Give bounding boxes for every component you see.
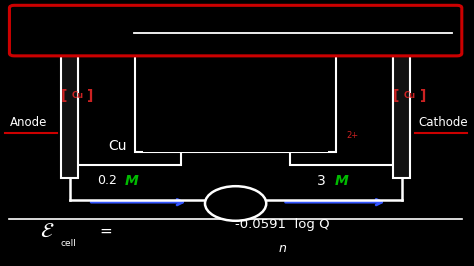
Text: =: =: [100, 224, 112, 239]
Text: 2+: 2+: [137, 131, 149, 140]
Text: V: V: [230, 55, 241, 70]
Text: 0.2: 0.2: [97, 174, 117, 187]
Text: -0.0591  log Q: -0.0591 log Q: [236, 218, 330, 231]
Text: Cu: Cu: [404, 91, 416, 100]
Bar: [78, 53, 182, 165]
Text: Cu: Cu: [72, 91, 84, 100]
FancyBboxPatch shape: [9, 5, 462, 56]
Text: M: M: [335, 174, 348, 188]
Text: Cu: Cu: [317, 139, 335, 153]
Text: cell: cell: [60, 239, 76, 248]
Text: ]: ]: [87, 89, 94, 103]
Text: $\mathcal{E}$: $\mathcal{E}$: [40, 221, 55, 242]
Bar: [61, 45, 78, 178]
Bar: [143, 58, 328, 152]
Text: Concentration Cells: Concentration Cells: [105, 15, 366, 39]
Circle shape: [205, 186, 266, 221]
Text: M: M: [125, 174, 138, 188]
Text: Cathode: Cathode: [418, 116, 468, 129]
Text: Anode: Anode: [9, 116, 47, 129]
Bar: [290, 53, 393, 165]
Text: 2+: 2+: [346, 131, 358, 140]
Text: n: n: [279, 242, 287, 255]
Text: 3: 3: [317, 174, 325, 188]
Text: e⁻: e⁻: [110, 40, 123, 50]
Bar: [393, 45, 410, 178]
Text: ]: ]: [419, 89, 426, 103]
Text: Cu: Cu: [108, 139, 127, 153]
Text: [: [: [61, 89, 67, 103]
Text: [: [: [393, 89, 400, 103]
Text: e⁻: e⁻: [310, 40, 322, 50]
Bar: [135, 53, 337, 152]
